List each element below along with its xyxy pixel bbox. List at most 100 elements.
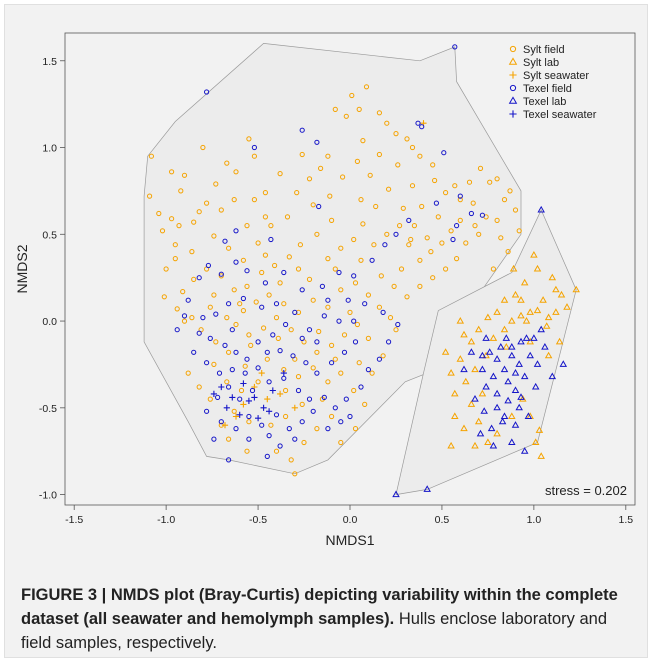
data-point — [408, 236, 414, 243]
data-point — [494, 176, 500, 182]
data-point — [482, 351, 490, 359]
data-point — [273, 412, 280, 418]
data-point — [196, 209, 202, 215]
data-point — [406, 217, 412, 223]
points-layer — [147, 44, 580, 498]
data-point — [471, 394, 479, 402]
data-point — [329, 413, 335, 420]
data-point — [303, 360, 309, 366]
data-point — [362, 401, 368, 407]
data-point — [264, 396, 271, 403]
data-point — [272, 262, 278, 269]
data-point — [246, 332, 252, 338]
data-point — [147, 193, 153, 199]
data-point — [351, 387, 357, 394]
data-point — [489, 372, 498, 380]
data-point — [325, 297, 331, 303]
data-point — [504, 396, 512, 404]
data-point — [341, 349, 348, 355]
data-point — [299, 151, 305, 158]
data-point — [329, 217, 335, 223]
data-point — [457, 193, 463, 199]
data-point — [511, 421, 520, 428]
data-point — [207, 304, 213, 310]
data-point — [246, 136, 252, 142]
data-point — [448, 228, 454, 234]
data-point — [268, 236, 274, 243]
data-point — [277, 390, 284, 397]
data-point — [511, 368, 520, 376]
data-point — [493, 429, 501, 437]
data-point — [338, 245, 344, 251]
axes-layer: -1.5 -1.0 -0.5 0.0 0.5 1.0 1.5 -1.0 -0.5 0.0 0.5 1.… — [39, 56, 633, 526]
data-point — [174, 306, 180, 312]
data-point — [251, 197, 257, 203]
data-point — [204, 360, 210, 366]
data-point — [447, 368, 455, 376]
data-point — [242, 363, 248, 369]
data-point — [255, 339, 261, 345]
data-point — [526, 337, 534, 345]
data-point — [467, 337, 476, 345]
data-point — [520, 447, 529, 454]
data-point — [222, 342, 228, 348]
data-point — [526, 308, 534, 315]
data-point — [360, 138, 366, 144]
data-point — [456, 355, 465, 362]
data-point — [178, 188, 184, 194]
data-point — [477, 165, 484, 171]
data-point — [314, 339, 320, 345]
data-point — [216, 370, 223, 376]
data-point — [316, 328, 322, 335]
data-point — [332, 106, 338, 113]
legend-label: Sylt lab — [523, 57, 559, 69]
data-point — [382, 242, 388, 248]
caption-heading: FIGURE 3 | NMDS plot (Bray-Curtis) depic… — [21, 586, 618, 628]
data-point — [224, 160, 230, 166]
data-point — [223, 404, 230, 411]
data-point — [476, 231, 482, 237]
x-tick-label: -1.5 — [65, 514, 83, 526]
data-point — [281, 301, 287, 307]
data-point — [351, 273, 357, 279]
data-point — [497, 342, 505, 350]
data-point — [505, 249, 511, 255]
data-point — [517, 296, 525, 303]
data-point — [349, 92, 355, 99]
caption-body: Hulls enclose laboratory and field sampl… — [21, 610, 608, 652]
data-point — [244, 356, 250, 362]
data-point — [539, 296, 547, 303]
stress-annotation: stress = 0.202 — [545, 483, 627, 498]
data-point — [352, 280, 359, 286]
data-point — [218, 383, 225, 391]
data-point — [378, 273, 384, 279]
data-point — [417, 153, 423, 159]
data-point — [327, 193, 333, 199]
data-point — [226, 384, 232, 390]
data-point — [237, 396, 243, 402]
data-point — [537, 452, 545, 459]
data-point — [277, 280, 283, 286]
y-tick-label: 1.0 — [42, 143, 57, 155]
data-point — [478, 351, 487, 359]
data-point — [211, 292, 217, 298]
data-point — [213, 311, 219, 317]
data-point — [218, 207, 224, 213]
data-point — [471, 365, 479, 373]
data-point — [191, 349, 197, 355]
data-point — [237, 301, 243, 307]
data-point — [244, 268, 250, 274]
data-point — [295, 266, 302, 272]
data-point — [325, 256, 331, 262]
data-point — [251, 144, 257, 151]
data-point — [244, 223, 250, 229]
data-point — [533, 264, 542, 272]
data-point — [204, 200, 210, 206]
data-point — [291, 404, 298, 411]
data-point — [310, 297, 316, 303]
legend-label: Texel field — [523, 83, 572, 95]
data-point — [406, 242, 412, 248]
data-point — [255, 365, 261, 371]
data-point — [511, 386, 520, 393]
data-point — [508, 412, 516, 419]
